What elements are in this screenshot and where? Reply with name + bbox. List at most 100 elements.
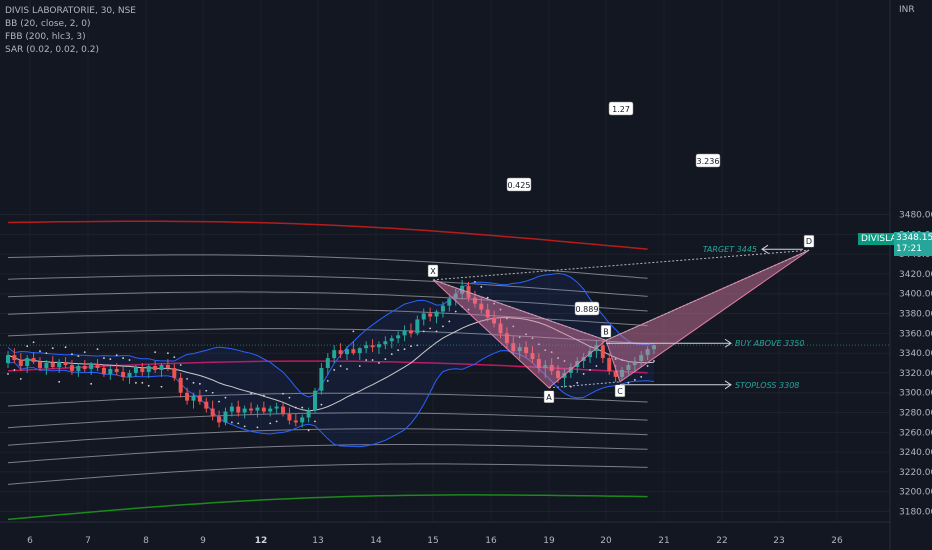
candle-body [626, 365, 631, 370]
candle-body [383, 341, 388, 345]
sar-dot [147, 384, 150, 387]
sar-dot [154, 351, 157, 354]
sar-dot [128, 359, 131, 361]
fbb-lower [7, 494, 648, 521]
candle-body [268, 408, 273, 412]
trade-annotations: BUY ABOVE 3350 STOPLOSS 3308 TARGET 3445 [0, 244, 890, 390]
sar-dot [288, 396, 291, 399]
candle-body [82, 365, 87, 369]
sar-dot [403, 348, 406, 351]
candle-body [69, 365, 74, 371]
candle-body [479, 303, 484, 310]
legend-sar[interactable]: SAR (0.02, 0.02, 0.2) [5, 45, 100, 55]
candle-body [44, 363, 49, 368]
sar-dot [237, 422, 240, 425]
candle-body [191, 395, 196, 401]
sar-dot [390, 353, 393, 356]
fbb-level [7, 392, 648, 407]
candle-body [204, 401, 209, 409]
sar-dot [109, 358, 112, 360]
sar-dot [314, 420, 316, 423]
candle-body [645, 349, 650, 356]
x-tick-label: 6 [27, 536, 33, 546]
y-tick-label: 3400.00 [899, 290, 932, 300]
candle-body [613, 370, 618, 377]
candle-body [357, 348, 362, 354]
fbb-level [7, 328, 648, 345]
sar-dot [550, 351, 553, 354]
pattern-point-label: C [617, 387, 623, 396]
currency-label: INR [899, 5, 915, 15]
x-tick-label: 16 [485, 536, 497, 546]
candle-body [511, 343, 516, 352]
sar-dot [640, 375, 643, 378]
fbb-level [7, 444, 648, 464]
candle-body [223, 411, 228, 423]
candle-body [76, 365, 81, 371]
candle-body [121, 371, 126, 377]
candle-body [255, 407, 260, 411]
sar-dot [275, 420, 278, 423]
y-tick-label: 3380.00 [899, 310, 932, 320]
time-axis[interactable]: 6 7 8 9 12 13 14 15 16 19 20 21 22 23 26 [0, 521, 890, 546]
sar-dot [358, 365, 361, 367]
ratio-box [695, 153, 721, 168]
candle-body [313, 390, 318, 411]
candle-body [344, 349, 349, 355]
bb-lower [7, 350, 655, 448]
legend-fbb[interactable]: FBB (200, hlc3, 3) [5, 32, 86, 42]
candle-body [549, 365, 554, 371]
x-tick-label: 13 [312, 536, 323, 546]
sar-dot [218, 400, 220, 403]
candle-body [364, 345, 369, 349]
candle-body [453, 293, 458, 299]
harmonic-pattern[interactable]: X A B C D 0.425 0.889 3.236 1.27 [427, 101, 815, 404]
candle-body [133, 367, 138, 373]
sar-dot [301, 406, 304, 409]
sar-dot [346, 368, 348, 370]
sar-dot [454, 310, 457, 313]
candle-body [6, 355, 10, 364]
sar-dot [230, 421, 233, 424]
sar-dot [384, 358, 387, 360]
y-tick-label: 3360.00 [899, 329, 932, 339]
candle-body [600, 345, 605, 359]
legend-bb[interactable]: BB (20, close, 2, 0) [5, 19, 91, 29]
candle-body [421, 313, 426, 320]
y-tick-label: 3420.00 [899, 270, 932, 280]
sar-dot [646, 365, 649, 367]
pattern-point-label: X [430, 267, 436, 276]
sar-dot [13, 369, 16, 371]
sar-dot [582, 373, 585, 375]
sar-dot [26, 345, 29, 348]
x-tick-label: 22 [716, 536, 727, 546]
bb-basis [7, 317, 655, 412]
candle-body [114, 368, 119, 372]
sar-dot [71, 353, 73, 356]
candle-body [153, 365, 158, 370]
x-tick-label: 14 [370, 536, 382, 546]
sar-dot [186, 377, 188, 380]
sar-dot [51, 347, 54, 350]
candle-body [351, 349, 356, 354]
y-tick-label: 3180.00 [899, 508, 932, 518]
fbb-level [7, 254, 648, 279]
price-axis[interactable]: 3180.00 3200.00 3220.00 3240.00 3260.00 3280.… [889, 0, 932, 550]
fibonacci-bollinger-bands [7, 220, 648, 521]
x-tick-label: 20 [600, 536, 612, 546]
candle-body [396, 335, 401, 339]
sar-dot [122, 357, 125, 359]
sar-dot [77, 355, 80, 358]
sar-dot [224, 396, 227, 399]
candle-body [165, 365, 170, 368]
candle-body [261, 407, 266, 412]
candle-body [428, 313, 433, 317]
fbb-level [7, 412, 648, 429]
fbb-level [7, 428, 648, 446]
legend-title[interactable]: DIVIS LABORATORIE, 30, NSE [5, 6, 136, 16]
sar-dot [499, 308, 502, 311]
candle-body [57, 362, 62, 367]
sar-dot [537, 343, 540, 346]
sar-dot [115, 354, 118, 357]
